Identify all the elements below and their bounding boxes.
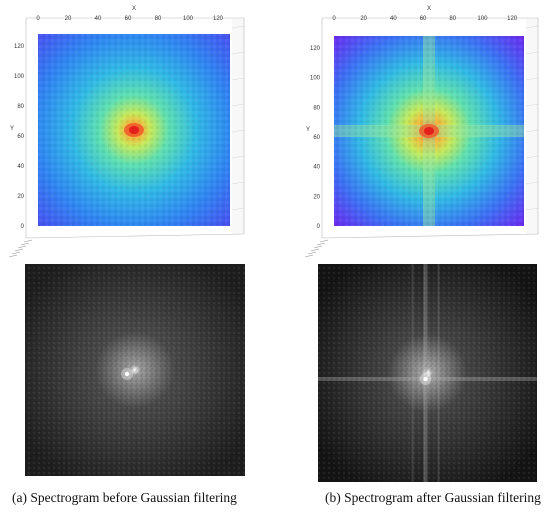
x-axis-label: X <box>132 6 136 12</box>
grid-line <box>525 77 539 81</box>
y-axis-label: Y <box>10 126 14 132</box>
x-axis-label: X <box>427 6 431 12</box>
grid-line <box>525 51 539 55</box>
x-tick-label: 80 <box>155 16 162 22</box>
y-tick-label: 0 <box>21 224 25 230</box>
perspective-tick <box>319 239 329 243</box>
grid-line <box>231 51 245 55</box>
peak-center <box>424 127 434 135</box>
x-tick-label: 20 <box>65 16 72 22</box>
y-tick-label: 120 <box>14 44 25 50</box>
perspective-tick <box>8 254 18 258</box>
peak-center <box>129 126 139 134</box>
perspective-tick <box>310 248 320 252</box>
grid-line <box>231 25 245 29</box>
y-tick-label: 100 <box>14 74 25 80</box>
grid-line <box>231 103 245 107</box>
grid-line <box>525 181 539 185</box>
grid-line <box>525 207 539 211</box>
spectrum-center-dot <box>124 371 130 377</box>
y-tick-label: 40 <box>17 164 24 170</box>
y-axis-label: Y <box>306 127 310 133</box>
grid-line <box>525 25 539 29</box>
spectrum-noise <box>318 264 537 482</box>
perspective-tick <box>316 242 326 246</box>
x-tick-label: 120 <box>213 16 224 22</box>
spectrum-image-b <box>318 264 537 482</box>
x-tick-label: 20 <box>360 16 367 22</box>
perspective-tick <box>17 245 27 249</box>
heatmap-panel-b: 0 20 40 60 80 100 120 0 20 40 60 80 100 120 X Y <box>304 6 539 258</box>
x-tick-label: 100 <box>183 16 194 22</box>
x-tick-label: 120 <box>507 16 518 22</box>
y-tick-label: 60 <box>313 135 320 141</box>
x-tick-label: 80 <box>449 16 456 22</box>
perspective-tick <box>14 248 24 252</box>
spectrum-center-dot <box>423 376 428 382</box>
x-tick-label: 40 <box>390 16 397 22</box>
y-tick-label: 80 <box>17 104 24 110</box>
perspective-tick <box>313 245 323 249</box>
y-tick-label: 20 <box>313 194 320 200</box>
x-tick-label: 60 <box>420 16 427 22</box>
grid-line <box>231 77 245 81</box>
perspective-tick <box>11 251 21 255</box>
axis-frame-bottom <box>25 233 245 239</box>
x-tick-label: 0 <box>332 16 336 22</box>
x-tick-label: 60 <box>125 16 132 22</box>
spectrum-image-a <box>25 264 245 476</box>
y-tick-label: 0 <box>317 224 321 230</box>
perspective-tick <box>304 254 314 258</box>
y-tick-label: 120 <box>310 46 321 52</box>
x-tick-label: 0 <box>36 16 40 22</box>
y-tick-label: 40 <box>313 165 320 171</box>
y-tick-label: 20 <box>17 194 24 200</box>
y-tick-label: 60 <box>17 134 24 140</box>
y-tick-label: 100 <box>310 76 321 82</box>
axis-frame-bottom <box>321 233 539 239</box>
grid-line <box>231 129 245 133</box>
grid-line <box>525 129 539 133</box>
grid-line <box>525 155 539 159</box>
grid-line <box>525 103 539 107</box>
heatmap-panel-a: 0 20 40 60 80 100 120 0 20 40 60 80 100 120 X Y <box>8 6 245 258</box>
grid-line <box>231 207 245 211</box>
y-tick-label: 80 <box>313 105 320 111</box>
x-tick-label: 100 <box>477 16 488 22</box>
caption-b: (b) Spectrogram after Gaussian filtering <box>325 490 541 505</box>
caption-a: (a) Spectrogram before Gaussian filterin… <box>12 490 237 505</box>
perspective-tick <box>307 251 317 255</box>
grid-line <box>231 181 245 185</box>
x-tick-label: 40 <box>95 16 102 22</box>
perspective-tick <box>23 239 33 243</box>
perspective-tick <box>20 242 30 246</box>
spectrum-noise <box>25 264 245 476</box>
grid-line <box>231 155 245 159</box>
